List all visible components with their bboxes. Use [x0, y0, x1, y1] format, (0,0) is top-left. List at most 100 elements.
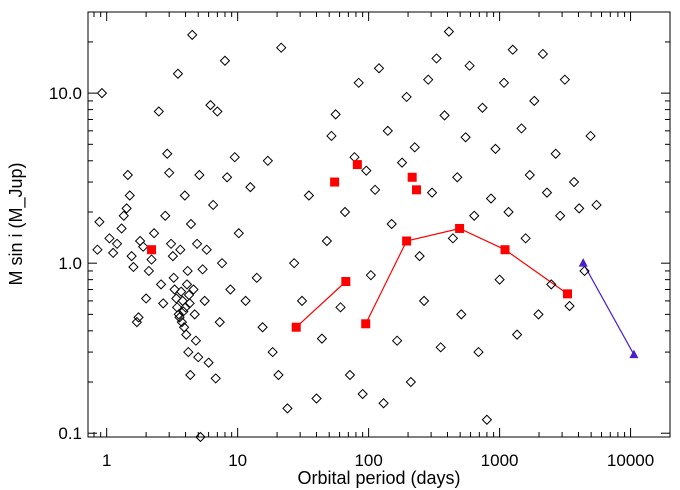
data-point-diamond — [111, 238, 123, 250]
data-point-diamond — [107, 247, 119, 259]
data-point-square — [500, 245, 510, 255]
x-tick-label: 10 — [228, 451, 247, 470]
data-point-diamond — [361, 165, 372, 176]
data-point-diamond — [481, 414, 493, 425]
data-point-diamond — [181, 279, 193, 290]
data-point-diamond — [173, 309, 184, 320]
data-point-diamond — [469, 210, 480, 221]
data-point-square — [361, 319, 371, 329]
data-point-square — [291, 322, 301, 332]
data-point-diamond — [137, 241, 149, 252]
data-point-diamond — [554, 210, 566, 221]
y-tick-label: 1.0 — [58, 254, 82, 273]
data-point-diamond — [190, 335, 202, 346]
data-point-diamond — [511, 329, 523, 340]
data-point-diamond — [573, 203, 585, 214]
data-point-diamond — [316, 333, 328, 344]
data-point-square — [330, 177, 340, 187]
x-axis-label: Orbital period (days) — [297, 468, 460, 488]
data-point-diamond — [353, 77, 364, 89]
data-point-diamond — [181, 329, 192, 340]
data-point-diamond — [104, 233, 115, 244]
data-point-diamond — [131, 316, 143, 328]
data-point-diamond — [303, 190, 315, 201]
data-point-diamond — [435, 342, 446, 353]
data-point-diamond — [96, 87, 108, 99]
data-point-diamond — [311, 393, 322, 404]
data-point-diamond — [520, 233, 531, 244]
data-point-diamond — [452, 172, 463, 183]
data-point-diamond — [92, 244, 103, 255]
data-point-diamond — [225, 284, 236, 295]
data-point-diamond — [382, 125, 393, 137]
data-point-diamond — [296, 295, 308, 307]
data-point-diamond — [418, 295, 430, 307]
data-point-diamond — [339, 206, 351, 218]
data-point-diamond — [369, 184, 381, 196]
data-point-diamond — [168, 272, 179, 284]
data-point-diamond — [494, 274, 505, 285]
data-point-diamond — [251, 272, 263, 284]
data-point-diamond — [507, 44, 518, 55]
series-line — [582, 262, 635, 355]
data-point-diamond — [178, 306, 189, 317]
data-point-diamond — [396, 157, 408, 168]
data-point-diamond — [140, 293, 152, 304]
data-point-diamond — [219, 55, 231, 66]
data-point-diamond — [116, 223, 127, 234]
data-point-diamond — [212, 106, 223, 117]
data-point-diamond — [391, 335, 403, 346]
data-point-diamond — [197, 264, 208, 275]
data-point-diamond — [426, 187, 438, 198]
axis-ticks — [88, 11, 671, 437]
data-point-diamond — [282, 403, 293, 414]
data-point-diamond — [133, 312, 144, 323]
data-point-diamond — [546, 279, 557, 290]
data-point-diamond — [464, 60, 475, 71]
data-point-square — [455, 223, 465, 233]
data-point-diamond — [267, 346, 278, 358]
data-point-diamond — [162, 148, 173, 159]
data-point-diamond — [194, 169, 205, 181]
data-point-diamond — [245, 181, 256, 193]
data-point-diamond — [257, 322, 268, 333]
data-point-diamond — [128, 261, 139, 273]
data-point-diamond — [182, 265, 193, 277]
data-point-diamond — [160, 210, 171, 221]
data-point-diamond — [537, 48, 549, 60]
data-point-diamond — [456, 309, 467, 320]
data-point-diamond — [214, 316, 225, 328]
data-point-square — [147, 245, 157, 255]
data-point-diamond — [288, 257, 300, 269]
data-point-diamond — [473, 346, 484, 358]
data-point-diamond — [185, 218, 197, 230]
data-point-diamond — [175, 244, 186, 255]
data-point-diamond — [585, 130, 596, 142]
y-tick-label: 0.1 — [58, 424, 82, 443]
data-point-diamond — [185, 369, 196, 381]
data-point-diamond — [386, 218, 397, 230]
data-point-diamond — [409, 142, 420, 153]
data-point-diamond — [203, 357, 214, 368]
data-point-square — [352, 160, 362, 170]
data-point-diamond — [344, 369, 356, 381]
plot-frame — [87, 11, 671, 438]
data-point-diamond — [165, 238, 177, 250]
data-point-diamond — [118, 210, 129, 221]
data-point-diamond — [550, 148, 561, 159]
series-line — [295, 281, 347, 328]
data-point-diamond — [414, 250, 425, 262]
data-point-diamond — [401, 91, 412, 103]
data-point-diamond — [221, 172, 233, 183]
data-point-diamond — [148, 228, 160, 239]
data-point-diamond — [273, 369, 284, 381]
data-point-diamond — [126, 250, 137, 262]
data-point-diamond — [216, 257, 228, 269]
data-point-square — [341, 277, 351, 287]
data-point-diamond — [169, 284, 180, 295]
data-point-diamond — [229, 151, 240, 163]
data-point-diamond — [134, 235, 146, 247]
data-point-diamond — [195, 431, 206, 443]
data-point-diamond — [443, 26, 455, 37]
data-point-square — [407, 172, 417, 182]
